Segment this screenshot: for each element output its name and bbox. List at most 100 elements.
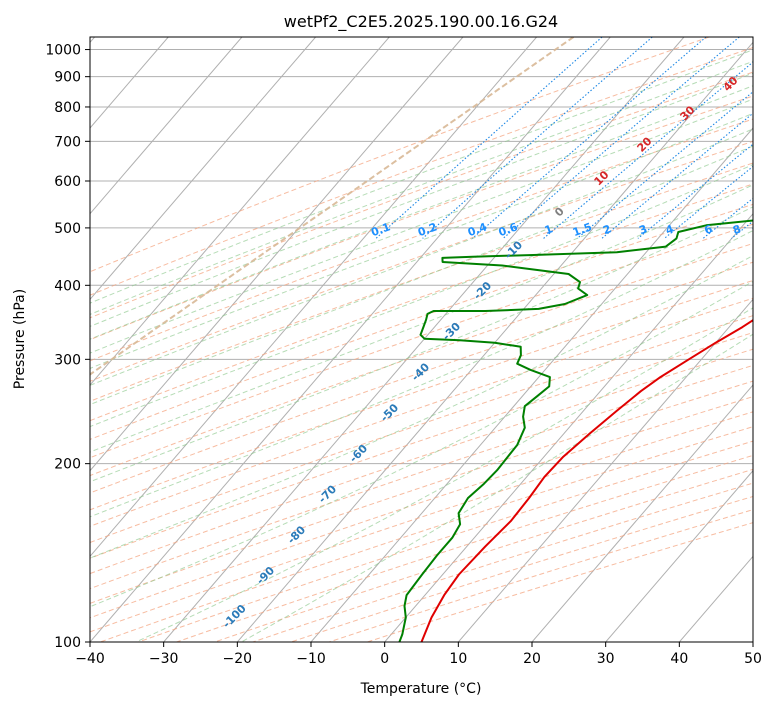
isotherm-line [163,37,685,642]
mixing-ratio-label: 8 [731,222,743,237]
moist-adiabat-line [90,184,753,453]
isotherm-line [90,37,243,215]
dry-adiabat-line [90,203,753,440]
dry-adiabat-line [100,426,753,642]
moist-adiabat-line [90,254,753,559]
dry-adiabat-line [90,315,753,544]
mixing-ratio-line [375,37,603,239]
dry-adiabat-line [90,118,753,362]
isotherm-line [90,37,464,472]
mixing-ratio-label: 0.4 [466,220,489,239]
dry-adiabat-line [90,332,753,559]
dry-adiabat-line [90,261,753,494]
mixing-ratio-line [543,61,753,239]
plot-frame [89,36,754,643]
isotherm-line [90,37,538,558]
moist-adiabat-line [90,60,753,316]
moist-adiabat-line [90,72,753,327]
chart-title: wetPf2_C2E5.2025.190.00.16.G24 [284,12,558,32]
dry-adiabats [90,37,753,642]
dry-adiabat-line [214,468,753,642]
isotherm-line [605,469,753,642]
sounding-series [398,219,753,642]
moist-adiabat-label: 10 [592,168,612,188]
dry-adiabat-line [90,297,753,527]
isotherm-zero-label: 0 [552,204,567,219]
ice-curve-line [90,37,575,376]
isotherm-line [90,37,317,301]
mixing-ratio-label: 4 [664,222,676,237]
grid-layer [90,37,753,642]
y-tick-label: 600 [54,174,81,190]
y-tick-label: 1000 [45,43,81,59]
isotherm-line [678,555,753,642]
mixing-ratio-label: 1.5 [571,220,594,239]
moist-adiabat-line [90,85,753,340]
y-tick-label: 400 [54,278,81,294]
dry-adiabat-label: -20 [471,279,494,302]
x-axis-title: Temperature (°C) [360,681,482,697]
mixing-ratio-line [702,197,753,239]
moist-adiabat-line [135,307,753,642]
moist-adiabat-line [90,280,753,608]
moist-adiabats [90,37,753,642]
isotherm-line [531,384,753,642]
x-axis-ticks: −40 −30 −20 −10 0 10 20 30 40 50 [75,642,762,667]
mixing-ratio-label: 10 [750,221,769,239]
isotherm-line [310,127,753,642]
mixing-ratio-line [422,37,653,239]
dry-adiabat-line [90,380,753,604]
mixing-ratio-label: 0.6 [497,220,520,239]
y-tick-label: 100 [54,635,81,651]
dry-adiabat-label: -40 [409,360,432,383]
dry-adiabat-line [290,495,753,642]
x-tick-label: 40 [670,651,688,667]
mixing-ratio-line [576,91,753,239]
dry-adiabat-line [90,46,753,296]
y-tick-label: 300 [54,352,81,368]
x-tick-label: −10 [296,651,326,667]
y-tick-label: 700 [54,134,81,150]
mixing-ratio-label: 0.2 [416,220,439,239]
x-tick-label: 10 [449,651,467,667]
dry-adiabat-label: -100 [220,602,249,631]
y-tick-label: 900 [54,70,81,86]
moist-adiabat-line [241,333,753,642]
temperature-line [420,318,753,642]
mixing-ratio-line [601,112,753,239]
mixing-ratio-label: 0.1 [369,220,392,239]
x-tick-label: 0 [380,651,389,667]
mixing-ratio-line [754,37,775,238]
dry-adiabat-line [90,411,753,633]
dry-adiabat-line [90,183,753,422]
dry-adiabat-line [90,396,753,619]
x-tick-label: −20 [223,651,253,667]
mixing-ratio-line [637,143,753,239]
isotherm-line [90,37,390,386]
moist-adiabat-label: 20 [635,134,655,154]
mixing-ratio-lines [375,37,775,239]
dry-adiabat-line [367,522,753,642]
isotherm-line [236,41,753,642]
isotherm-line [384,212,753,642]
mixing-ratio-label: 3 [637,222,649,237]
y-tick-label: 800 [54,100,81,116]
moist-adiabat-line [90,164,753,428]
x-tick-label: 30 [597,651,615,667]
dry-adiabat-line [252,482,753,642]
mixing-ratio-line [502,37,740,239]
y-tick-label: 500 [54,221,81,237]
x-tick-label: 20 [523,651,541,667]
mixing-ratio-label: 6 [703,222,715,237]
y-tick-label: 200 [54,457,81,473]
mixing-ratio-line [472,37,707,239]
mixing-ratio-label: 2 [601,222,613,237]
isotherm-line [752,641,753,642]
isotherm-line [457,298,753,642]
mixing-ratio-label: 1 [543,222,555,237]
moist-adiabat-line [90,145,753,406]
x-tick-label: 50 [744,651,762,667]
y-axis-title: Pressure (hPa) [12,289,28,389]
x-tick-label: −40 [75,651,105,667]
